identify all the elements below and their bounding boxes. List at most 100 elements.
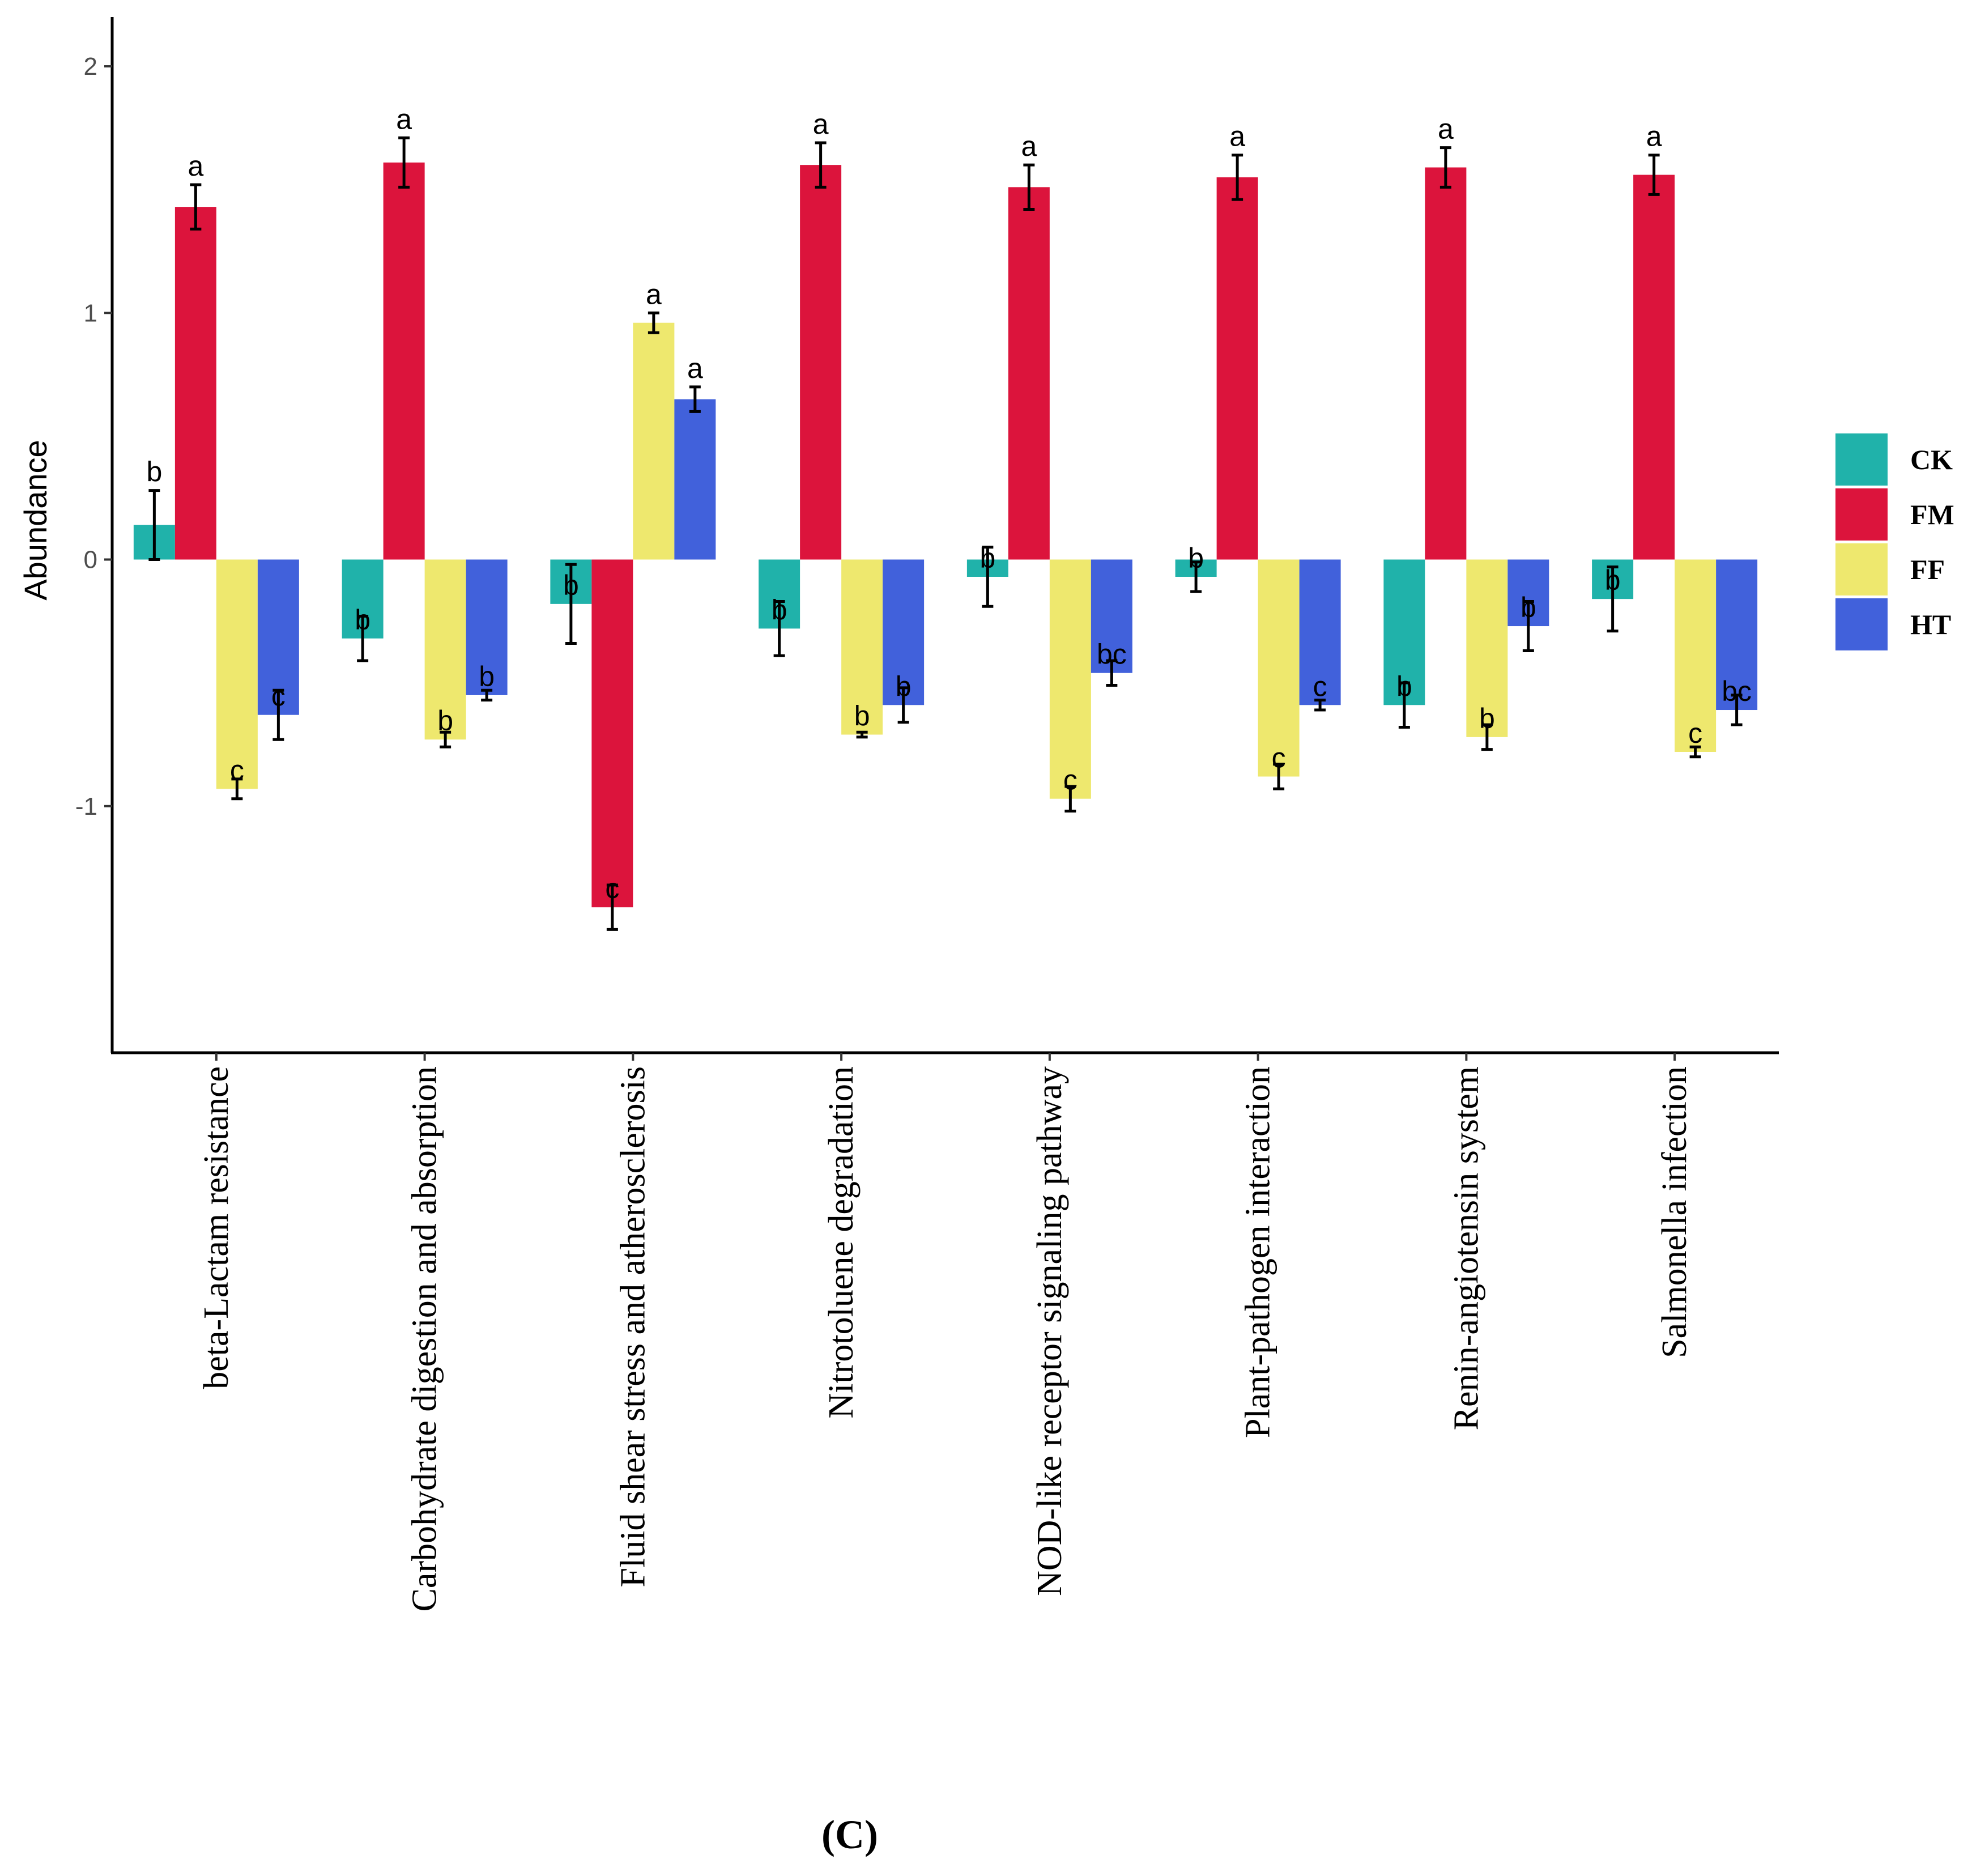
bar-FM-5 [1216,177,1258,560]
error-bar-FF-5 [1273,763,1285,790]
error-bar-HT-5 [1314,699,1326,712]
legend-key-HT [1835,598,1888,650]
error-bars-layer [148,136,1743,931]
error-bar-FF-4 [1064,785,1076,812]
bar-HT-5 [1299,559,1341,705]
sig-letter-FF-3: b [854,700,870,732]
legend-key-FF [1835,543,1888,595]
sig-letter-HT-4: bc [1097,639,1127,670]
sig-letter-CK-7: b [1605,564,1621,596]
x-tick-label-1: Carbohydrate digestion and absorption [406,1066,444,1612]
bar-FF-1 [424,559,466,740]
error-bar-FF-1 [440,730,452,748]
error-bar-FM-1 [398,136,410,189]
bar-FM-3 [800,165,842,560]
error-bar-CK-3 [773,600,785,657]
sig-letter-HT-7: bc [1722,675,1752,707]
bar-HT-2 [674,399,716,560]
error-bar-FM-3 [815,141,827,189]
sig-letter-FM-1: a [396,103,412,135]
sig-letter-FF-7: c [1688,717,1702,749]
sig-letter-FM-0: a [188,150,203,182]
y-tick-label-1: 0 [84,546,97,574]
sig-letter-HT-2: a [687,352,703,384]
sig-letter-FM-3: a [813,108,829,140]
bar-HT-3 [883,559,925,705]
error-bar-HT-4 [1106,659,1118,687]
bar-FF-4 [1049,559,1091,799]
error-bar-FM-4 [1023,163,1035,211]
error-bar-CK-1 [357,615,369,662]
bar-FF-7 [1675,559,1717,752]
error-bar-HT-0 [272,688,284,741]
bar-FM-7 [1633,175,1675,560]
bar-CK-6 [1383,559,1425,705]
sig-letter-CK-3: b [772,594,787,626]
y-tick-label-2: 1 [84,299,97,327]
y-axis-title: Abundance [18,440,53,600]
legend-label-HT: HT [1910,609,1951,640]
sig-letter-HT-6: b [1520,592,1536,623]
sig-letter-FF-4: c [1063,764,1077,796]
error-bar-FF-2 [648,311,659,334]
bar-FF-3 [841,559,883,735]
legend-label-FF: FF [1910,554,1945,585]
sig-letter-CK-0: b [146,456,162,488]
error-bar-HT-1 [481,688,493,702]
legend-key-FM [1835,488,1888,541]
sig-letter-FF-5: c [1272,742,1286,774]
error-bar-CK-5 [1190,560,1202,593]
sig-letter-FM-2: c [605,873,619,904]
error-bar-FF-6 [1481,723,1493,751]
sig-letter-FM-6: a [1438,113,1454,145]
bar-FM-2 [591,559,633,908]
x-tick-label-6: Renin-angiotensin system [1447,1066,1485,1430]
error-bar-CK-2 [565,563,577,645]
legend-key-CK [1835,433,1888,486]
axes-layer: -1 0 1 2 Abundance beta-Lactam resistance Carb… [18,17,1779,1612]
bar-HT-4 [1091,559,1132,673]
sig-letter-FF-6: b [1479,703,1495,734]
error-bar-HT-6 [1522,600,1534,653]
error-bar-CK-0 [148,489,160,561]
y-tick-label-3: 2 [84,53,97,80]
legend: CK FM FF HT [1835,433,1954,650]
sig-letter-HT-0: c [271,680,286,712]
error-bar-FM-6 [1439,146,1451,189]
x-tick-label-2: Fluid shear stress and atherosclerosis [614,1066,652,1587]
x-tick-label-5: Plant-pathogen interaction [1239,1066,1277,1438]
sig-letter-CK-2: b [563,569,579,601]
sig-letter-HT-3: b [896,670,912,702]
sig-letter-FM-7: a [1646,121,1662,152]
sig-letter-CK-6: b [1396,670,1412,702]
error-bar-FM-5 [1232,154,1243,201]
bar-FF-6 [1466,559,1508,737]
bar-FF-5 [1258,559,1300,777]
x-tick-label-4: NOD-like receptor signaling pathway [1030,1066,1069,1596]
sig-letter-FF-2: a [646,278,662,310]
sig-letter-FM-5: a [1229,121,1245,152]
error-bar-FF-3 [856,730,868,739]
error-bar-CK-7 [1607,565,1619,633]
error-bar-CK-4 [982,546,994,608]
sig-letter-CK-1: b [355,604,370,636]
bar-HT-1 [466,559,508,695]
legend-label-CK: CK [1910,444,1953,475]
sig-letter-CK-4: b [979,542,995,574]
error-bar-FF-7 [1689,745,1701,759]
bar-FM-4 [1008,187,1050,560]
sig-letter-FF-1: b [437,705,453,737]
error-bar-HT-3 [897,686,909,724]
bar-FF-0 [216,559,258,789]
sig-letter-CK-5: b [1188,542,1204,574]
bar-FM-6 [1425,167,1467,560]
bar-FF-2 [633,322,675,560]
sig-letter-FF-0: c [230,754,244,786]
bar-HT-7 [1716,559,1758,711]
y-tick-label-0: -1 [75,793,97,820]
x-tick-label-3: Nitrotoluene degradation [822,1066,861,1419]
error-bar-FM-0 [190,183,202,231]
x-tick-label-0: beta-Lactam resistance [197,1066,236,1389]
